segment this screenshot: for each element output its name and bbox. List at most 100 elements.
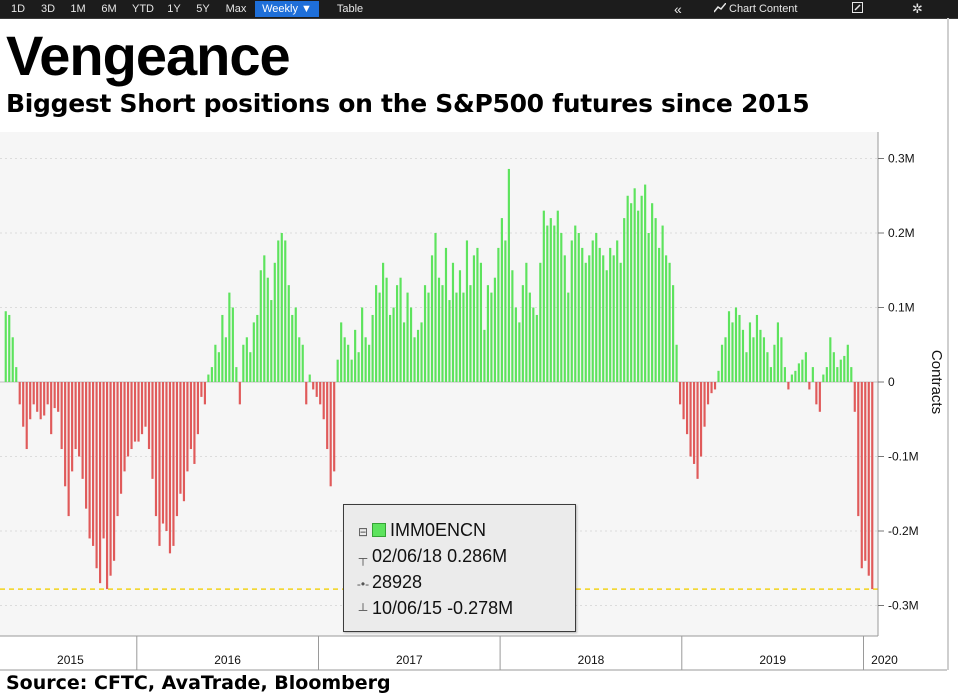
chart-content-label: Chart Content: [729, 3, 798, 15]
bar: [818, 382, 821, 412]
table-button[interactable]: Table: [336, 3, 364, 15]
range-6m-button[interactable]: 6M: [101, 3, 117, 15]
y-tick-label: 0.2M: [888, 226, 915, 240]
bar: [378, 292, 381, 382]
bar: [228, 292, 231, 382]
gear-icon[interactable]: ✲: [912, 1, 923, 16]
bar: [11, 337, 14, 382]
legend-box[interactable]: ⊟ IMM0ENCN ┬ 02/06/18 0.286M -•- 28928 ┴ 10/…: [343, 504, 576, 632]
bar: [50, 382, 53, 435]
bar: [305, 382, 308, 405]
bar: [382, 262, 385, 382]
bar: [193, 382, 196, 464]
range-5y-button[interactable]: 5Y: [196, 3, 210, 15]
bar: [249, 352, 252, 382]
bar: [493, 277, 496, 382]
bar: [319, 382, 322, 405]
bar: [644, 184, 647, 382]
bar: [140, 382, 144, 435]
bar: [839, 359, 842, 382]
collapse-icon[interactable]: «: [674, 1, 682, 17]
bar: [78, 382, 81, 457]
bar: [843, 355, 846, 383]
bar: [815, 382, 818, 405]
y-tick-label: -0.2M: [888, 524, 919, 538]
x-year-label: 2018: [578, 653, 605, 667]
bar: [343, 337, 346, 382]
bar: [637, 210, 640, 382]
bar: [266, 277, 269, 382]
range-1d-button[interactable]: 1D: [10, 3, 26, 15]
bar: [119, 382, 123, 494]
bar: [423, 285, 427, 382]
bar: [679, 382, 682, 405]
bar: [630, 203, 633, 382]
range-1y-button[interactable]: 1Y: [167, 3, 181, 15]
range-ytd-button[interactable]: YTD: [132, 3, 154, 15]
bar: [245, 337, 248, 382]
bar: [217, 352, 220, 382]
bar: [123, 382, 126, 472]
bar: [623, 218, 626, 382]
y-tick-label: -0.1M: [888, 450, 919, 464]
bar: [385, 277, 388, 382]
bar: [472, 255, 476, 382]
legend-low: 10/06/15 -0.278M: [372, 598, 514, 618]
bar: [137, 382, 140, 442]
bar: [36, 382, 39, 412]
bar: [186, 382, 189, 472]
last-marker-icon: -•-: [356, 577, 370, 591]
bar: [857, 382, 860, 517]
bar: [762, 337, 766, 382]
bar: [682, 382, 685, 420]
bar: [151, 382, 154, 479]
bar: [689, 382, 692, 457]
bar: [99, 382, 102, 584]
range-max-button[interactable]: Max: [225, 3, 247, 15]
bar: [563, 255, 566, 382]
bar: [102, 382, 105, 539]
bar: [168, 382, 172, 554]
legend-ticker: IMM0ENCN: [390, 520, 487, 540]
chart-content-button[interactable]: Chart Content: [713, 1, 810, 17]
bar: [829, 337, 832, 382]
bar: [105, 382, 109, 590]
bar: [755, 314, 759, 382]
x-year-label: 2017: [396, 653, 423, 667]
bar: [25, 382, 28, 450]
bar: [731, 322, 734, 382]
bar: [154, 382, 158, 517]
bar: [703, 382, 706, 427]
bar: [347, 344, 350, 382]
bar: [699, 382, 703, 457]
bar: [238, 382, 241, 405]
bar: [633, 188, 636, 382]
bar: [521, 285, 524, 382]
bar: [448, 300, 451, 382]
collapse-tree-icon[interactable]: ⊟: [357, 525, 369, 539]
bar: [18, 382, 21, 405]
range-1m-button[interactable]: 1M: [70, 3, 86, 15]
bar: [801, 359, 804, 382]
bar: [609, 247, 612, 382]
bar: [535, 314, 538, 382]
pencil-icon[interactable]: [852, 1, 866, 17]
bar: [787, 382, 790, 390]
x-year-labels: 2015 2016 2017 2018 2019 2020: [57, 636, 898, 670]
bar: [144, 382, 147, 427]
bar: [455, 292, 458, 382]
bar: [71, 382, 74, 472]
bar: [727, 311, 731, 383]
bar: [497, 247, 500, 382]
bar: [710, 382, 713, 394]
legend-ticker-row[interactable]: ⊟ IMM0ENCN: [354, 519, 486, 541]
bar: [451, 262, 455, 382]
period-dropdown[interactable]: Weekly ▼: [255, 1, 319, 17]
bar: [773, 344, 776, 382]
bar: [741, 329, 745, 382]
range-3d-button[interactable]: 3D: [40, 3, 56, 15]
bar: [556, 210, 559, 382]
bar: [794, 370, 797, 382]
bar: [375, 285, 378, 382]
bar: [92, 382, 95, 546]
